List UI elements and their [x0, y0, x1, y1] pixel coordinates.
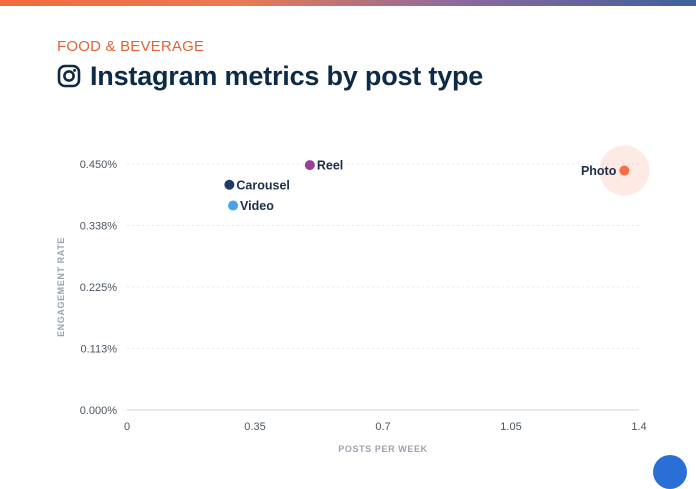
x-tick-label: 1.4: [631, 421, 646, 433]
point-label-video: Video: [240, 199, 274, 213]
scatter-chart: 0.000% 0.113% 0.225% 0.338% 0.450% 0 0.35 0.7 1…: [56, 145, 650, 454]
y-tick-label: 0.225%: [80, 282, 118, 294]
category-label: FOOD & BEVERAGE: [57, 38, 205, 55]
x-tick-label: 1.05: [500, 421, 521, 433]
x-tick-label: 0.7: [375, 421, 390, 433]
y-axis-ticks: 0.000% 0.113% 0.225% 0.338% 0.450%: [80, 159, 118, 417]
data-point-reel[interactable]: [304, 160, 315, 171]
data-point-photo[interactable]: [619, 165, 630, 176]
point-label-reel: Reel: [317, 159, 343, 173]
data-points: Reel Carousel Video Photo: [224, 145, 650, 213]
title-row: Instagram metrics by post type: [57, 60, 483, 92]
y-tick-label: 0.113%: [81, 344, 118, 356]
point-label-carousel: Carousel: [236, 178, 290, 192]
point-label-photo: Photo: [581, 164, 617, 178]
help-bubble-button[interactable]: [653, 455, 687, 489]
y-tick-label: 0.450%: [80, 159, 118, 171]
instagram-icon: [57, 64, 81, 88]
page-title: Instagram metrics by post type: [90, 60, 484, 91]
data-point-video[interactable]: [228, 200, 239, 211]
data-point-carousel[interactable]: [224, 179, 235, 190]
top-accent-bar: [0, 0, 696, 6]
x-axis-label: POSTS PER WEEK: [338, 444, 427, 454]
x-tick-label: 0.35: [244, 421, 265, 433]
y-tick-label: 0.000%: [80, 405, 118, 417]
x-axis-ticks: 0 0.35 0.7 1.05 1.4: [124, 421, 647, 433]
chart-grid: [127, 163, 639, 349]
y-tick-label: 0.338%: [80, 221, 118, 233]
x-tick-label: 0: [124, 421, 130, 433]
y-axis-label: ENGAGEMENT RATE: [56, 237, 66, 337]
